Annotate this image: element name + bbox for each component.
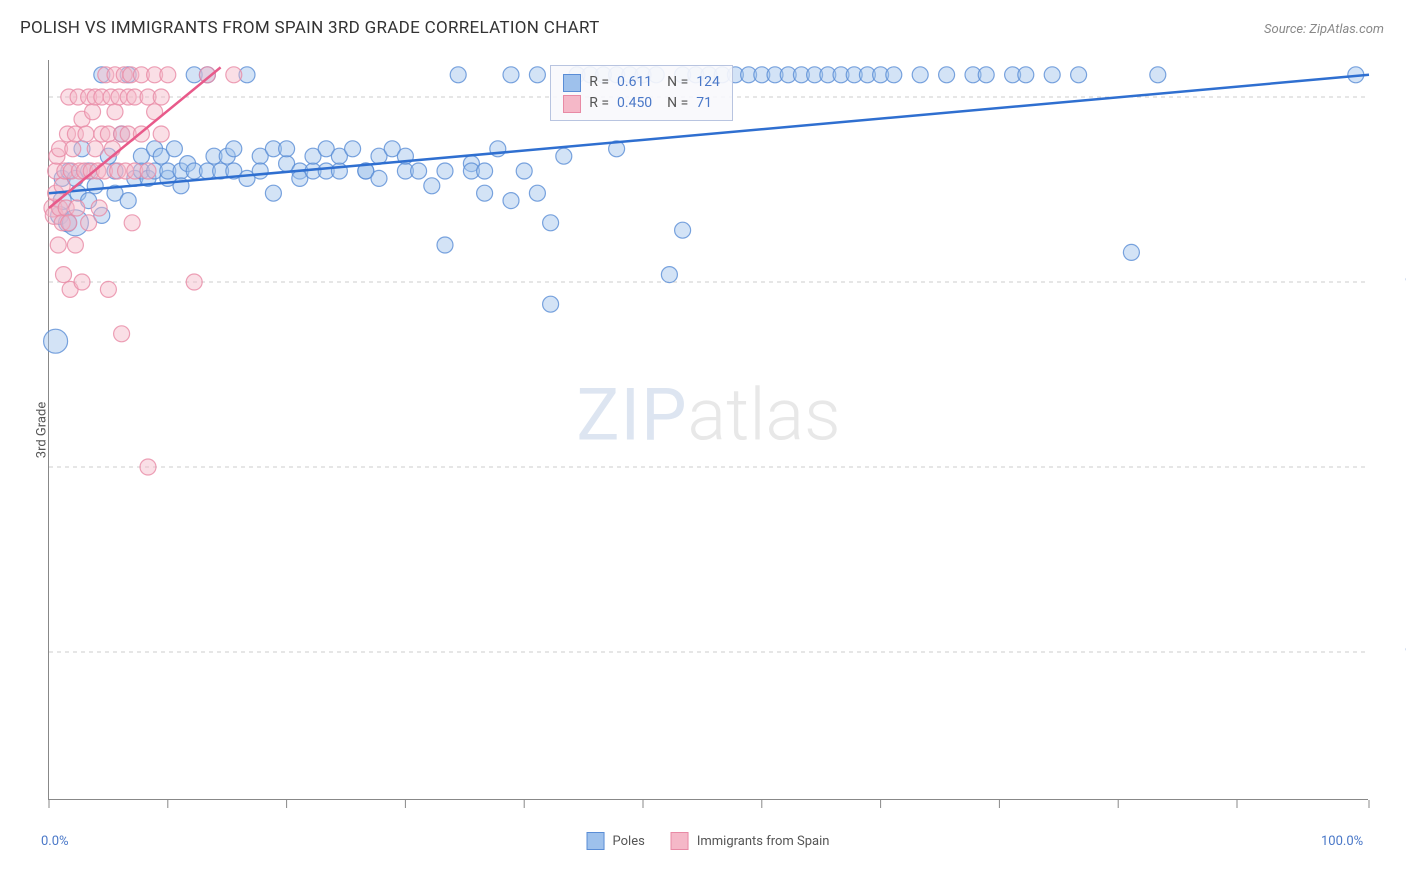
stat-r-value: 0.611 [617,72,652,93]
legend-label: Poles [613,834,645,849]
chart-title: POLISH VS IMMIGRANTS FROM SPAIN 3RD GRAD… [20,18,600,38]
legend-swatch [587,832,605,850]
stat-swatch [563,95,581,113]
bottom-legend: Poles Immigrants from Spain [587,832,830,850]
legend-item: Poles [587,832,645,850]
stat-n-label: N = [660,72,688,93]
legend-item: Immigrants from Spain [671,832,830,850]
x-tick-label: 100.0% [1321,834,1363,849]
stat-swatch [563,74,581,92]
legend-label: Immigrants from Spain [697,834,830,849]
correlation-stats-box: R = 0.611 N = 124R = 0.450 N = 71 [550,65,733,121]
stat-n-value: 71 [696,93,712,114]
source-attribution: Source: ZipAtlas.com [1264,22,1384,37]
stat-n-label: N = [660,93,688,114]
plot-area: ZIPatlas R = 0.611 N = 124R = 0.450 N = … [48,60,1368,800]
chart-container: ZIPatlas R = 0.611 N = 124R = 0.450 N = … [48,60,1368,800]
stat-r-label: R = [589,93,609,114]
stat-row: R = 0.450 N = 71 [563,93,720,114]
stat-row: R = 0.611 N = 124 [563,72,720,93]
stat-n-value: 124 [696,72,720,93]
x-tick-label: 0.0% [41,834,69,849]
stat-r-label: R = [589,72,609,93]
chart-svg [49,60,1369,800]
legend-swatch [671,832,689,850]
y-axis-label: 3rd Grade [35,402,50,458]
stat-r-value: 0.450 [617,93,652,114]
